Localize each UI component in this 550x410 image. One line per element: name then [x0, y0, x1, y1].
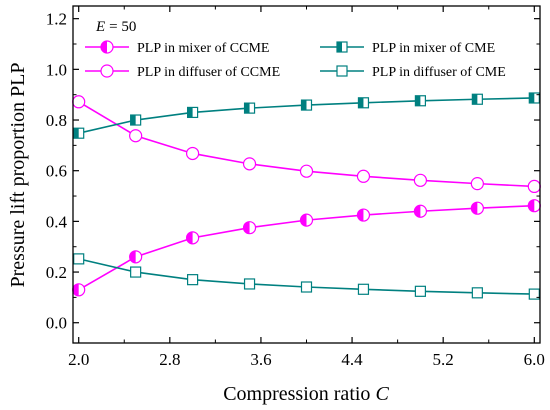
- y-tick-label: 0.2: [46, 263, 67, 282]
- data-point: [130, 266, 142, 278]
- data-point: [186, 106, 199, 119]
- data-point: [242, 221, 257, 235]
- data-point: [357, 283, 370, 295]
- data-point: [413, 204, 428, 218]
- data-point: [414, 285, 427, 297]
- marker-half-fill: [130, 115, 136, 126]
- x-tick-label: 5.2: [433, 350, 454, 369]
- legend-item: PLP in mixer of CCME: [85, 40, 270, 56]
- y-tick-label: 1.0: [46, 60, 67, 79]
- data-point: [130, 114, 142, 126]
- marker-half-fill: [73, 128, 79, 139]
- y-tick-label: 0.8: [46, 111, 67, 130]
- data-point: [470, 201, 484, 215]
- data-point: [299, 213, 314, 227]
- marker-half-fill: [415, 95, 421, 106]
- data-point: [129, 250, 143, 264]
- data-point: [72, 95, 86, 109]
- series-plp-in-mixer-of-ccme: [72, 199, 541, 297]
- marker-half-fill: [472, 94, 478, 105]
- marker-half-fill: [101, 41, 107, 53]
- data-point: [100, 40, 114, 54]
- data-point: [73, 127, 85, 139]
- data-point: [300, 99, 313, 111]
- y-tick-label: 0.6: [46, 162, 67, 181]
- data-point: [186, 274, 199, 286]
- marker-half-fill: [300, 214, 307, 227]
- marker-half-fill: [357, 209, 364, 222]
- data-point: [413, 173, 428, 187]
- legend-label: PLP in diffuser of CME: [372, 65, 506, 80]
- marker-half-fill: [471, 202, 478, 215]
- data-point: [356, 208, 371, 222]
- y-tick-label: 0.0: [46, 314, 67, 333]
- data-point: [242, 157, 257, 171]
- data-point: [300, 281, 313, 293]
- legend-label: PLP in diffuser of CCME: [137, 65, 280, 80]
- y-tick-label: 0.4: [46, 212, 68, 231]
- data-point: [528, 288, 540, 300]
- y-axis-title: Pressure lift proportion PLP: [7, 63, 29, 288]
- legend-label: PLP in mixer of CME: [372, 41, 495, 56]
- x-tick-label: 3.6: [250, 350, 271, 369]
- data-point: [470, 177, 484, 191]
- series-plp-in-diffuser-of-ccme: [72, 95, 541, 194]
- marker-half-fill: [186, 231, 193, 244]
- marker-half-fill: [301, 100, 307, 111]
- data-point: [185, 146, 200, 161]
- data-point: [356, 169, 371, 183]
- marker-half-fill: [187, 107, 193, 118]
- data-point: [185, 231, 200, 245]
- x-tick-label: 2.8: [159, 350, 180, 369]
- plot-layer: [72, 92, 541, 300]
- data-point: [243, 102, 256, 114]
- data-point: [243, 278, 256, 290]
- marker-half-fill: [337, 42, 342, 52]
- data-point: [129, 129, 143, 143]
- x-tick-label: 4.4: [341, 350, 363, 369]
- series-plp-in-diffuser-of-cme: [73, 253, 540, 300]
- annotation: E = 50: [95, 19, 136, 35]
- data-point: [100, 64, 114, 78]
- data-point: [471, 287, 483, 299]
- legend-item: PLP in mixer of CME: [320, 41, 495, 56]
- x-axis-title: Compression ratio C: [223, 383, 389, 405]
- legend-label: PLP in mixer of CCME: [137, 41, 270, 56]
- axis-ticks: 2.0 2.8 3.6 4.4 5.2 6.0 0.0 0.2 0.4 0.6 0.8 1.0 1.2: [46, 6, 545, 369]
- y-tick-label: 1.2: [46, 10, 67, 29]
- marker-half-fill: [528, 199, 535, 212]
- marker-half-fill: [244, 103, 250, 114]
- marker-half-fill: [243, 221, 250, 234]
- marker-half-fill: [358, 97, 364, 108]
- legend-item: PLP in diffuser of CME: [320, 65, 506, 80]
- marker-half-fill: [72, 283, 79, 296]
- data-point: [527, 179, 541, 194]
- data-point: [471, 93, 483, 105]
- data-point: [299, 164, 314, 178]
- legend-item: PLP in diffuser of CCME: [85, 64, 280, 80]
- x-tick-label: 6.0: [524, 350, 545, 369]
- data-point: [73, 253, 85, 265]
- legend: PLP in mixer of CCME PLP in mixer of CME P…: [85, 40, 506, 80]
- series-plp-in-mixer-of-cme: [73, 92, 540, 139]
- marker-half-fill: [529, 92, 535, 103]
- data-point: [336, 65, 348, 77]
- data-point: [414, 95, 427, 107]
- data-point: [528, 92, 540, 104]
- marker-half-fill: [129, 250, 136, 263]
- marker-half-fill: [414, 205, 421, 218]
- data-point: [336, 41, 348, 53]
- x-tick-label: 2.0: [68, 350, 89, 369]
- data-point: [357, 97, 370, 109]
